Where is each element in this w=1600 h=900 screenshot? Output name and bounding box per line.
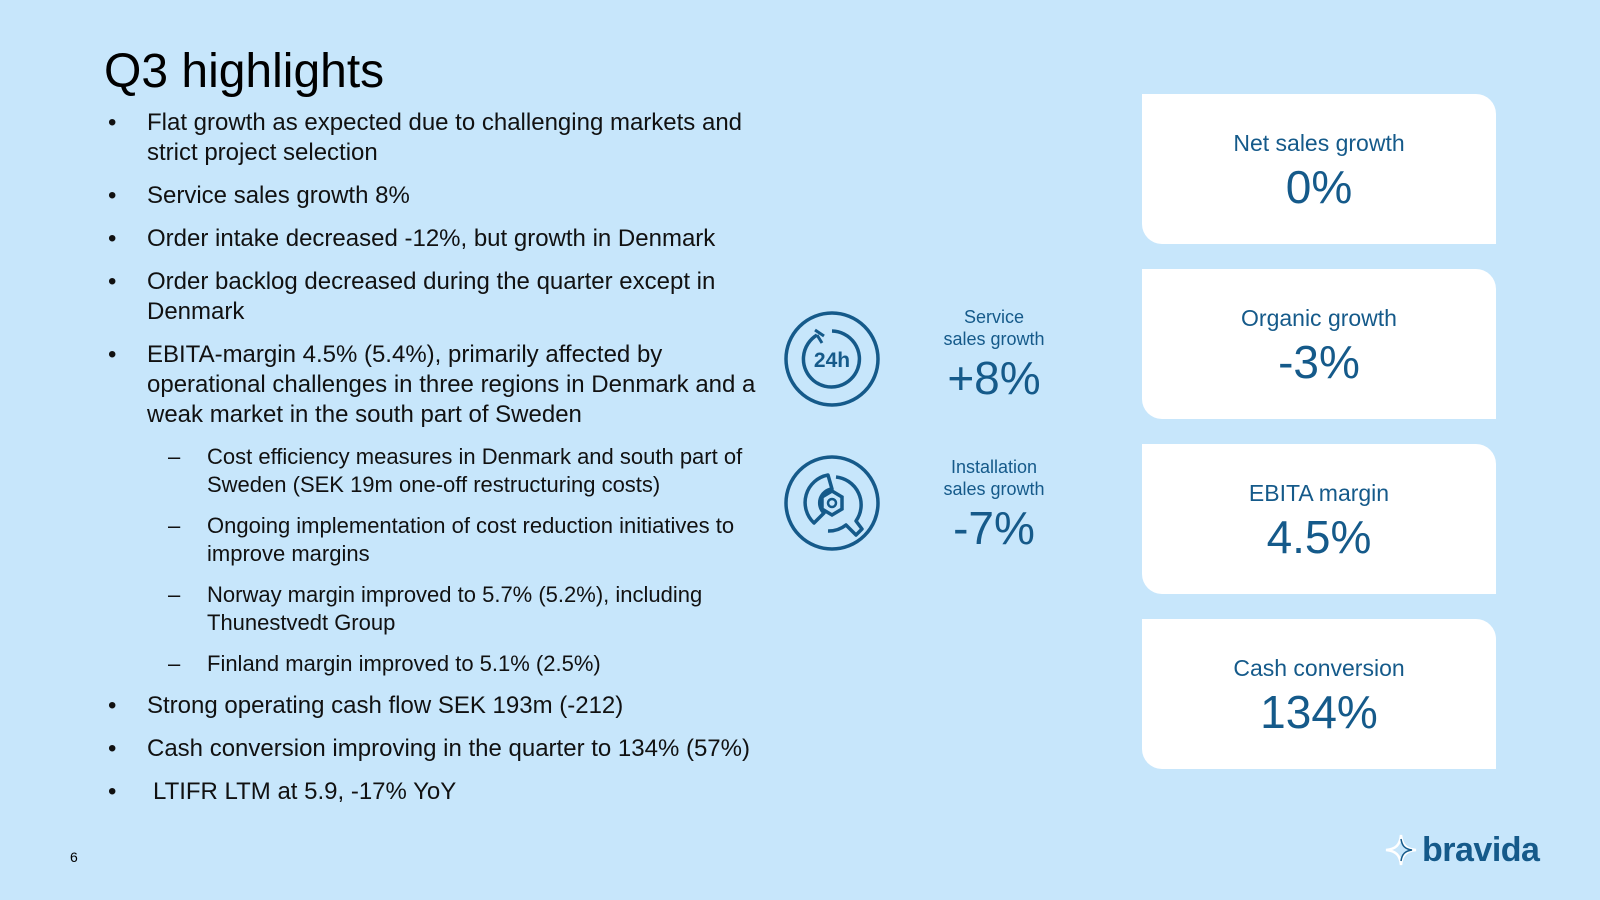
kpi-label: Net sales growth (1233, 130, 1405, 156)
bullet-list: • Flat growth as expected due to challen… (108, 108, 758, 820)
bullet-text: Order backlog decreased during the quart… (147, 268, 716, 325)
bullet-item: • Strong operating cash flow SEK 193m (-… (108, 691, 758, 721)
bullet-marker: • (108, 225, 117, 252)
kpi-value: 134% (1260, 686, 1378, 738)
sub-bullet-text: Norway margin improved to 5.7% (5.2%), i… (207, 582, 703, 635)
kpi-label: EBITA margin (1248, 480, 1390, 506)
bullet-marker: • (108, 268, 117, 295)
wrench-nut-icon (784, 455, 880, 551)
bullet-marker: • (108, 341, 117, 368)
bravida-logo: bravida (1384, 830, 1540, 870)
bullet-item: • Flat growth as expected due to challen… (108, 108, 758, 168)
bullet-marker: • (108, 692, 117, 719)
sub-bullet-item: – Cost efficiency measures in Denmark an… (108, 443, 758, 499)
bullet-text: LTIFR LTM at 5.9, -17% YoY (153, 778, 457, 805)
slide-title: Q3 highlights (104, 45, 385, 98)
installation-growth-value: -7% (953, 502, 1035, 554)
kpi-card-cash-conversion: Cash conversion 134% (1142, 619, 1496, 769)
sub-bullet-item: – Finland margin improved to 5.1% (2.5%) (108, 650, 758, 678)
bullet-text: EBITA-margin 4.5% (5.4%), primarily affe… (147, 341, 756, 428)
installation-label-line1: Installation (950, 457, 1038, 477)
kpi-card-ebita-margin: EBITA margin 4.5% (1142, 444, 1496, 594)
sub-bullet-text: Cost efficiency measures in Denmark and … (207, 444, 743, 497)
service-label-line2: sales growth (943, 329, 1045, 349)
bullet-text: Service sales growth 8% (147, 182, 410, 209)
kpi-value: -3% (1278, 336, 1360, 388)
bullet-text: Order intake decreased -12%, but growth … (147, 225, 716, 252)
service-sales-growth: Service sales growth +8% (924, 306, 1064, 404)
bullet-item: • Cash conversion improving in the quart… (108, 734, 758, 764)
kpi-label: Cash conversion (1233, 655, 1405, 681)
bullet-text: Strong operating cash flow SEK 193m (-21… (147, 692, 624, 719)
24h-clock-icon: 24h (784, 311, 880, 407)
bullet-marker: • (108, 109, 117, 136)
installation-sales-growth: Installation sales growth -7% (924, 456, 1064, 554)
bullet-marker: • (108, 735, 117, 762)
bullet-item: • Service sales growth 8% (108, 181, 758, 211)
sub-bullet-text: Finland margin improved to 5.1% (2.5%) (207, 651, 601, 676)
24h-icon-text: 24h (814, 349, 850, 372)
star-logo-icon (1385, 834, 1417, 866)
logo-wordmark: bravida (1422, 830, 1540, 869)
sub-bullet-text: Ongoing implementation of cost reduction… (207, 513, 735, 566)
kpi-value: 0% (1285, 161, 1353, 213)
sub-bullet-marker: – (168, 513, 181, 538)
sub-bullet-marker: – (168, 444, 181, 469)
kpi-label: Organic growth (1241, 305, 1397, 331)
kpi-card-net-sales-growth: Net sales growth 0% (1142, 94, 1496, 244)
bullet-item: • Order backlog decreased during the qua… (108, 267, 758, 327)
sub-bullet-item: – Norway margin improved to 5.7% (5.2%),… (108, 581, 758, 637)
installation-label-line2: sales growth (943, 479, 1045, 499)
bullet-marker: • (108, 778, 117, 805)
sub-bullet-item: – Ongoing implementation of cost reducti… (108, 512, 758, 568)
bullet-item: • LTIFR LTM at 5.9, -17% YoY (108, 777, 758, 807)
page-number: 6 (70, 849, 78, 865)
bullet-item: • Order intake decreased -12%, but growt… (108, 224, 758, 254)
kpi-value: 4.5% (1266, 511, 1372, 563)
sub-bullet-marker: – (168, 651, 181, 676)
kpi-card-organic-growth: Organic growth -3% (1142, 269, 1496, 419)
service-label-line1: Service (963, 307, 1025, 327)
bullet-text: Cash conversion improving in the quarter… (147, 735, 750, 762)
bullet-marker: • (108, 182, 117, 209)
sub-bullet-marker: – (168, 582, 181, 607)
bullet-item: • EBITA-margin 4.5% (5.4%), primarily af… (108, 340, 758, 430)
bullet-text: Flat growth as expected due to challengi… (147, 109, 743, 166)
service-growth-value: +8% (947, 352, 1041, 404)
